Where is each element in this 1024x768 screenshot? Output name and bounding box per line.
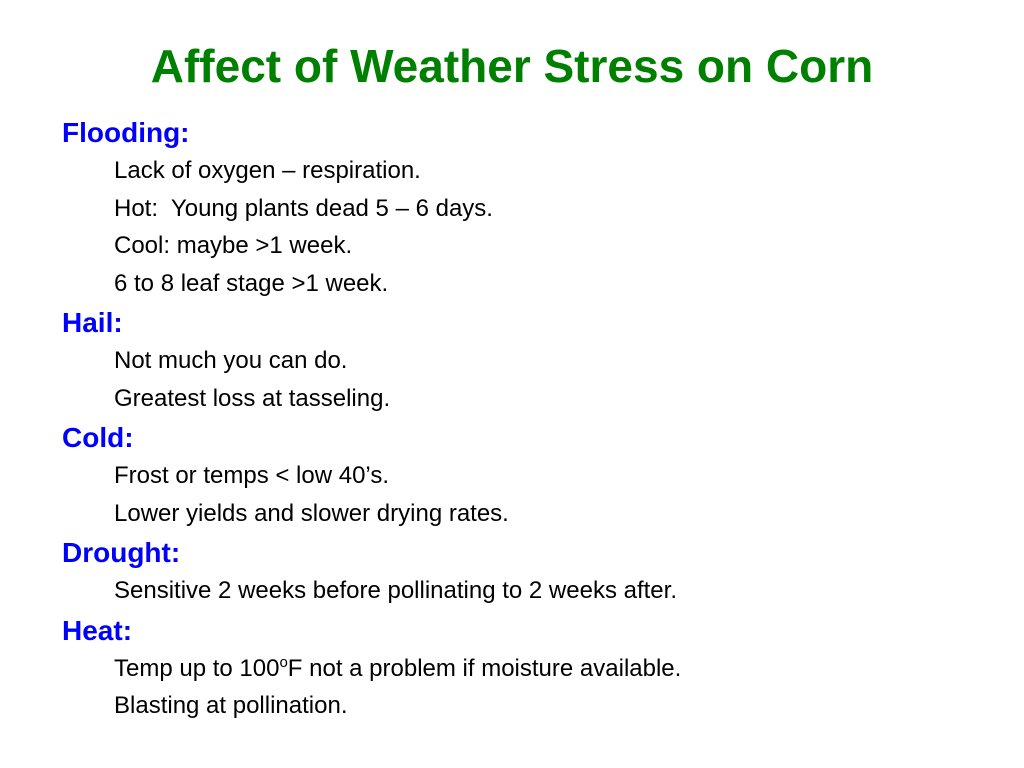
slide-title: Affect of Weather Stress on Corn (150, 40, 874, 92)
list-item: Lower yields and slower drying rates. (114, 499, 509, 527)
item-list: Not much you can do. Greatest loss at ta… (62, 342, 1002, 417)
list-item: Sensitive 2 weeks before pollinating to … (114, 577, 677, 604)
section-heading: Hail: (62, 307, 123, 338)
section-hail: Hail: Not much you can do. Greatest loss… (62, 304, 1002, 417)
section-drought: Drought: Sensitive 2 weeks before pollin… (62, 534, 1002, 610)
degree-superscript: o (279, 653, 288, 671)
list-item: 6 to 8 leaf stage >1 week. (114, 269, 389, 297)
list-item: Cool: maybe >1 week. (114, 232, 353, 259)
list-item: Not much you can do. (114, 347, 348, 374)
section-heading: Heat: (62, 614, 133, 646)
list-item: Lack of oxygen – respiration. (114, 157, 421, 184)
list-item: Frost or temps < low 40’s. (114, 462, 389, 489)
list-item: Blasting at pollination. (114, 692, 348, 719)
section-flooding: Flooding: Lack of oxygen – respiration. … (62, 114, 1002, 302)
list-item: Temp up to 100oF not a problem if moistu… (114, 650, 1002, 688)
temp-text-after: F not a problem if moisture available. (287, 654, 682, 682)
section-cold: Cold: Frost or temps < low 40’s. Lower y… (62, 419, 1002, 532)
list-item: Hot: Young plants dead 5 – 6 days. (114, 194, 493, 222)
section-heat: Heat: Temp up to 100oF not a problem if … (62, 612, 1002, 725)
list-item: Greatest loss at tasseling. (114, 384, 391, 412)
item-list: Frost or temps < low 40’s. Lower yields … (62, 457, 1002, 532)
temp-text-before: Temp up to 100 (114, 654, 280, 682)
section-heading: Flooding: (62, 117, 190, 148)
slide-content: Flooding: Lack of oxygen – respiration. … (62, 114, 1002, 727)
item-list: Lack of oxygen – respiration. Hot: Young… (62, 152, 1002, 302)
section-heading: Drought: (62, 537, 181, 568)
item-list: Sensitive 2 weeks before pollinating to … (62, 572, 1002, 610)
item-list: Temp up to 100oF not a problem if moistu… (62, 650, 1002, 725)
section-heading: Cold: (62, 422, 134, 453)
